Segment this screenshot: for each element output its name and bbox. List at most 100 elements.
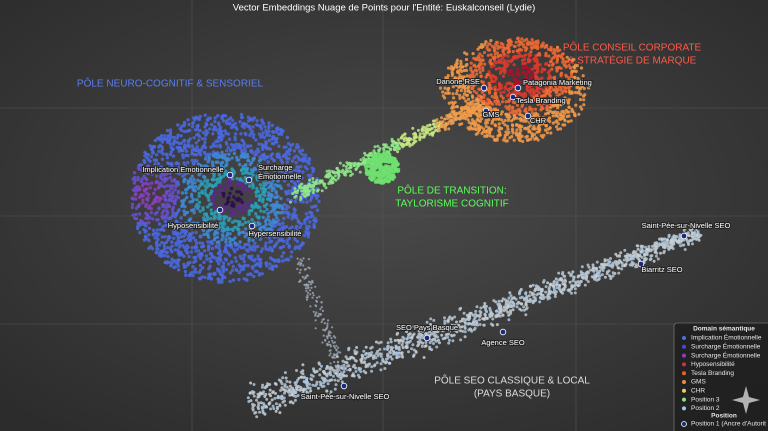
dot: [294, 245, 298, 249]
dot: [308, 289, 312, 292]
dot: [209, 277, 214, 281]
dot: [405, 343, 409, 347]
dot: [334, 178, 338, 182]
dot: [559, 290, 563, 294]
dot: [143, 160, 147, 165]
dot: [173, 188, 177, 192]
dot: [670, 245, 674, 249]
dot: [336, 363, 339, 366]
dot: [603, 259, 607, 263]
dot: [529, 284, 533, 288]
dot: [567, 110, 571, 114]
dot: [184, 149, 189, 153]
dot: [407, 340, 411, 344]
dot: [393, 339, 397, 342]
dot: [603, 275, 607, 279]
dot: [182, 139, 186, 143]
dot: [499, 310, 503, 314]
dot: [511, 100, 515, 104]
dot: [274, 402, 278, 406]
dot: [364, 345, 368, 349]
dot: [338, 372, 342, 376]
dot: [296, 394, 300, 397]
dot: [623, 248, 627, 252]
dot: [344, 374, 348, 378]
dot: [225, 233, 229, 238]
dot: [240, 230, 245, 234]
dot: [582, 103, 586, 107]
dot: [163, 219, 168, 223]
dot: [231, 264, 235, 269]
dot: [210, 177, 214, 181]
dot: [284, 155, 289, 159]
dot: [181, 155, 185, 160]
dot: [666, 238, 669, 242]
dot: [252, 394, 256, 398]
dot: [296, 220, 301, 224]
dot: [290, 250, 294, 254]
dot: [325, 169, 329, 173]
dot: [245, 248, 249, 252]
dot: [259, 401, 263, 405]
dot: [364, 153, 367, 157]
dot: [306, 287, 309, 290]
dot: [296, 257, 299, 260]
dot: [207, 272, 211, 277]
dot: [564, 279, 567, 283]
dot: [273, 259, 277, 263]
dot: [497, 125, 501, 129]
dot: [336, 352, 339, 355]
dot: [381, 147, 385, 150]
dot: [223, 245, 228, 250]
dot: [446, 66, 451, 70]
dot: [294, 224, 299, 229]
dot: [344, 165, 348, 169]
dot: [228, 236, 232, 241]
dot: [194, 249, 198, 253]
dot: [185, 210, 190, 215]
dot: [459, 338, 463, 342]
dot: [514, 297, 518, 301]
dot: [335, 348, 338, 351]
dot: [345, 161, 349, 165]
dot: [317, 361, 321, 365]
dot: [146, 153, 151, 157]
dot: [224, 250, 229, 254]
dot: [246, 144, 250, 149]
dot: [405, 345, 409, 349]
dot: [320, 306, 323, 309]
dot: [499, 112, 503, 116]
dot: [475, 72, 479, 76]
dot: [555, 119, 559, 123]
dot: [247, 212, 251, 216]
dot: [264, 241, 268, 245]
dot: [260, 385, 264, 389]
dot: [214, 144, 219, 148]
dot: [348, 357, 352, 361]
dot: [435, 118, 439, 122]
dot: [518, 291, 521, 295]
dot: [292, 234, 296, 238]
dot: [509, 294, 513, 298]
dot: [400, 135, 404, 139]
dot: [336, 360, 339, 363]
dot: [615, 263, 619, 267]
dot: [301, 170, 305, 174]
dot: [254, 138, 258, 142]
dot: [286, 211, 290, 215]
dot: [240, 115, 244, 120]
dot: [256, 205, 260, 210]
dot: [456, 323, 460, 327]
dot: [194, 185, 198, 189]
dot: [267, 124, 271, 128]
dot: [558, 48, 562, 52]
dot: [288, 380, 292, 384]
dot: [237, 162, 242, 167]
dot: [222, 228, 227, 232]
dot: [243, 227, 248, 231]
dot: [304, 185, 308, 189]
dot: [357, 162, 361, 165]
dot: [194, 230, 198, 235]
dot: [250, 390, 254, 393]
dot: [329, 365, 332, 369]
